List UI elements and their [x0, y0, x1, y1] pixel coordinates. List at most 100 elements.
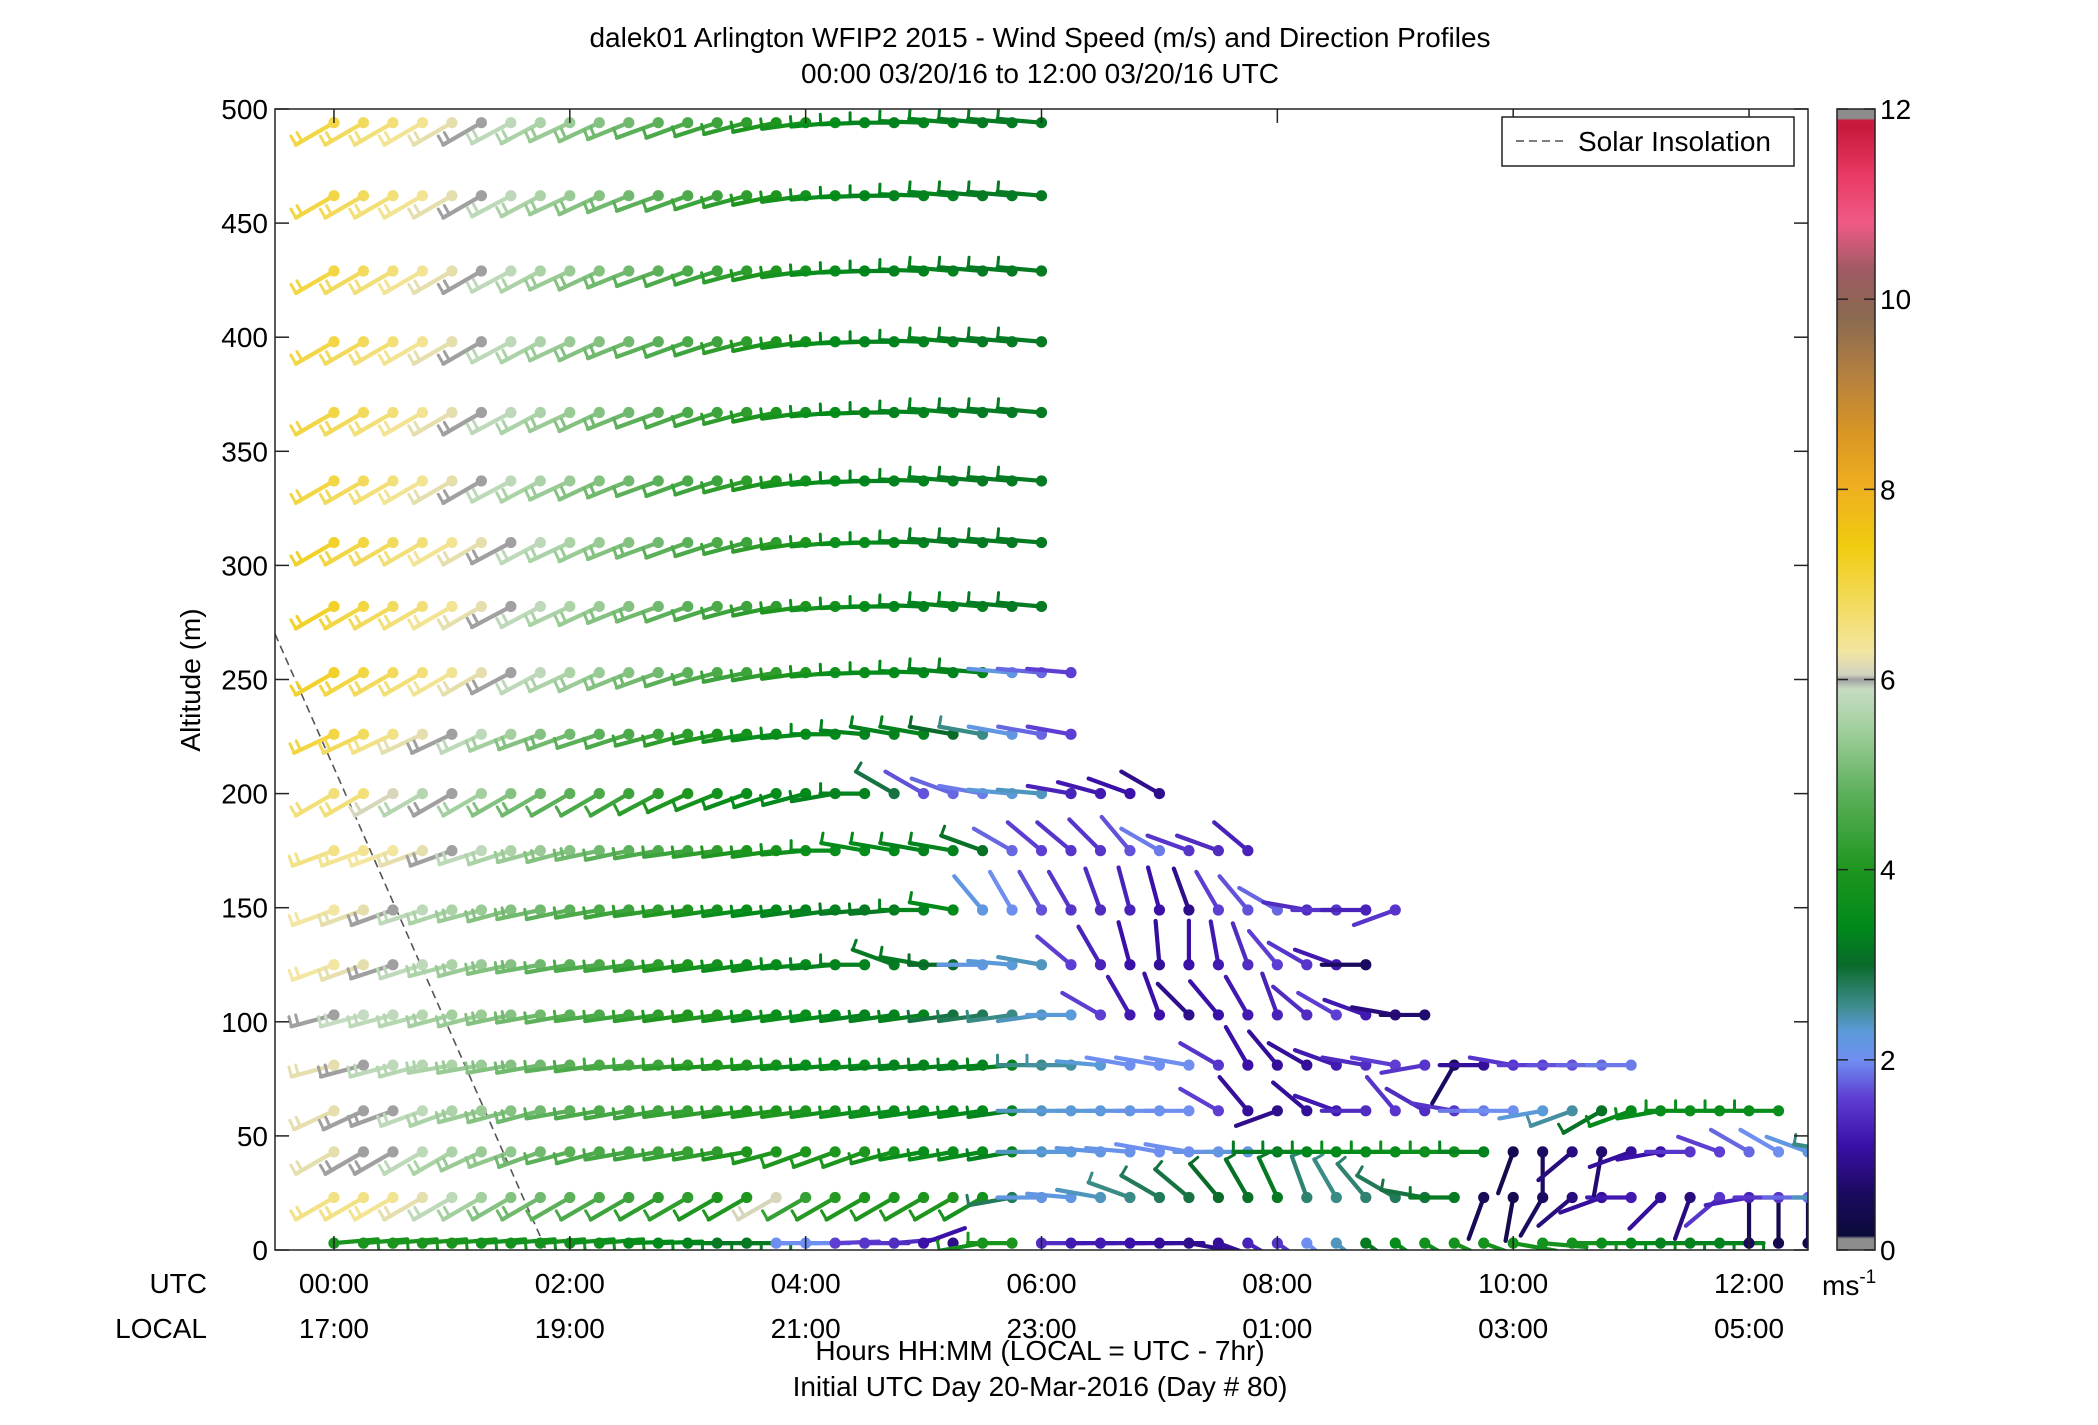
wind-barb [1025, 666, 1077, 679]
wind-barb [1223, 974, 1254, 1021]
wind-barb [465, 117, 517, 146]
y-tick-label: 500 [221, 94, 268, 125]
wind-barb [1171, 866, 1195, 916]
wind-barb [759, 1146, 812, 1170]
wind-barb [1116, 920, 1136, 971]
wind-barb [1319, 904, 1372, 916]
wind-barb [729, 1146, 782, 1166]
wind-barb [553, 406, 605, 434]
wind-barb [582, 728, 635, 750]
x-tick-label-local: 19:00 [535, 1313, 605, 1344]
wind-barb [1585, 1059, 1637, 1071]
wind-barb [446, 1237, 499, 1250]
wind-barb [348, 406, 399, 437]
y-tick-label: 200 [221, 779, 268, 810]
wind-barb [582, 265, 635, 290]
wind-barb [1557, 1105, 1608, 1135]
wind-barb [407, 406, 458, 437]
wind-barb [1802, 1197, 1808, 1249]
wind-barb [534, 1237, 587, 1250]
wind-barb [495, 190, 546, 219]
wind-barb [878, 1191, 930, 1222]
wind-barb [346, 959, 399, 981]
wind-barb [1360, 1237, 1380, 1250]
wind-barb [377, 406, 429, 437]
wind-barb [1035, 934, 1077, 971]
colorbar: 0 2 4 6 8 10 12 ms-1 [1822, 94, 1911, 1301]
wind-barb [495, 600, 546, 630]
wind-barb [1145, 833, 1195, 857]
wind-barb [1142, 971, 1166, 1021]
wind-barb [289, 117, 340, 147]
wind-barb [2000, 1142, 2050, 1158]
wind-barb [348, 788, 399, 818]
wind-barb [289, 475, 340, 506]
wind-barb [818, 953, 871, 971]
solar-insolation-layer [275, 633, 547, 1250]
wind-barb [582, 117, 635, 142]
x-tick-label-utc: 00:00 [299, 1268, 369, 1299]
wind-barb [820, 1191, 871, 1222]
wind-barb [818, 1146, 871, 1170]
wind-barb [700, 265, 753, 285]
wind-barb [582, 667, 635, 692]
wind-barb [289, 190, 340, 220]
wind-barb [1351, 904, 1401, 928]
wind-barb [288, 1105, 340, 1132]
wind-barb [1791, 1195, 1808, 1200]
wind-barb [289, 265, 340, 296]
x-tick-label-utc: 04:00 [771, 1268, 841, 1299]
wind-barb [1419, 1237, 1441, 1250]
y-tick-label: 350 [221, 436, 268, 467]
wind-barb [996, 955, 1048, 971]
wind-barb [524, 117, 576, 144]
wind-barb [672, 1191, 723, 1222]
wind-barb [995, 180, 1048, 202]
wind-barb [611, 406, 664, 430]
wind-barb [348, 1191, 399, 1222]
wind-barb [377, 190, 429, 220]
wind-barb [1119, 826, 1166, 857]
wind-barb [1970, 1188, 2020, 1204]
wind-barb [917, 1226, 968, 1249]
wind-barb [317, 904, 370, 928]
wind-barb [2088, 1192, 2098, 1203]
wind-barb [1266, 940, 1313, 971]
wind-barb [1478, 1237, 1509, 1250]
wind-barb [493, 904, 546, 922]
wind-barb [1076, 924, 1107, 971]
wind-barb [1536, 1191, 1578, 1228]
wind-barb [436, 336, 487, 366]
wind-barb [939, 824, 989, 857]
wind-barb [434, 845, 487, 867]
wind-barb [1271, 1080, 1313, 1117]
wind-barb [436, 667, 487, 697]
wind-barb [407, 600, 458, 631]
wind-barb [407, 336, 458, 366]
wind-barb [700, 190, 753, 210]
wind-barb [377, 1191, 429, 1222]
wind-barb [317, 959, 370, 982]
wind-barb [611, 265, 664, 289]
wind-barb [348, 600, 399, 631]
wind-barb [582, 600, 635, 626]
wind-barb [700, 475, 753, 495]
wind-barb [436, 190, 487, 220]
wind-barb [1060, 990, 1107, 1021]
wind-barb [465, 475, 517, 504]
wind-barb [1005, 820, 1048, 857]
wind-barb [582, 475, 635, 500]
wind-barb [318, 667, 370, 697]
y-tick-label: 50 [237, 1121, 268, 1152]
x-tick-label-utc: 08:00 [1242, 1268, 1312, 1299]
wind-barb [1178, 1086, 1224, 1117]
wind-barb [641, 536, 694, 560]
wind-barb [2059, 1142, 2098, 1158]
wind-barb [552, 728, 605, 750]
wind-barb [348, 536, 399, 567]
wind-barb [407, 536, 458, 567]
wind-barb [1083, 866, 1107, 916]
wind-barb [641, 265, 694, 289]
wind-barb [318, 265, 370, 296]
wind-barb [611, 600, 664, 624]
